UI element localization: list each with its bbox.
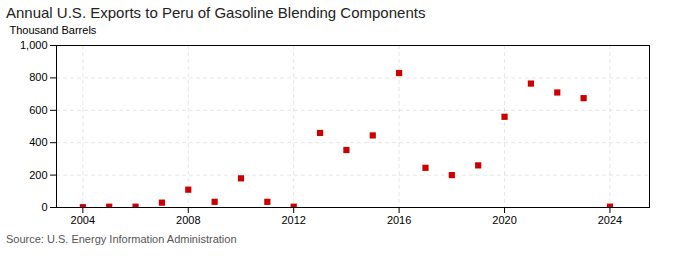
svg-text:1,000: 1,000 xyxy=(20,39,48,51)
svg-text:800: 800 xyxy=(29,71,47,83)
svg-text:2004: 2004 xyxy=(71,214,95,226)
svg-text:2012: 2012 xyxy=(281,214,305,226)
svg-text:2008: 2008 xyxy=(176,214,200,226)
svg-text:2016: 2016 xyxy=(387,214,411,226)
svg-text:0: 0 xyxy=(41,201,47,213)
svg-text:400: 400 xyxy=(29,136,47,148)
html-text:Annual U.S. Exports to Peru of: Annual U.S. Exports to Peru of Gasoline … xyxy=(6,4,426,21)
svg-text:600: 600 xyxy=(29,104,47,116)
svg-text:200: 200 xyxy=(29,169,47,181)
html-text:Source: U.S. Energy Informatio: Source: U.S. Energy Information Administ… xyxy=(6,233,237,245)
svg-text:2024: 2024 xyxy=(598,214,622,226)
svg-text:Thousand Barrels: Thousand Barrels xyxy=(10,24,97,36)
svg-text:2020: 2020 xyxy=(492,214,516,226)
